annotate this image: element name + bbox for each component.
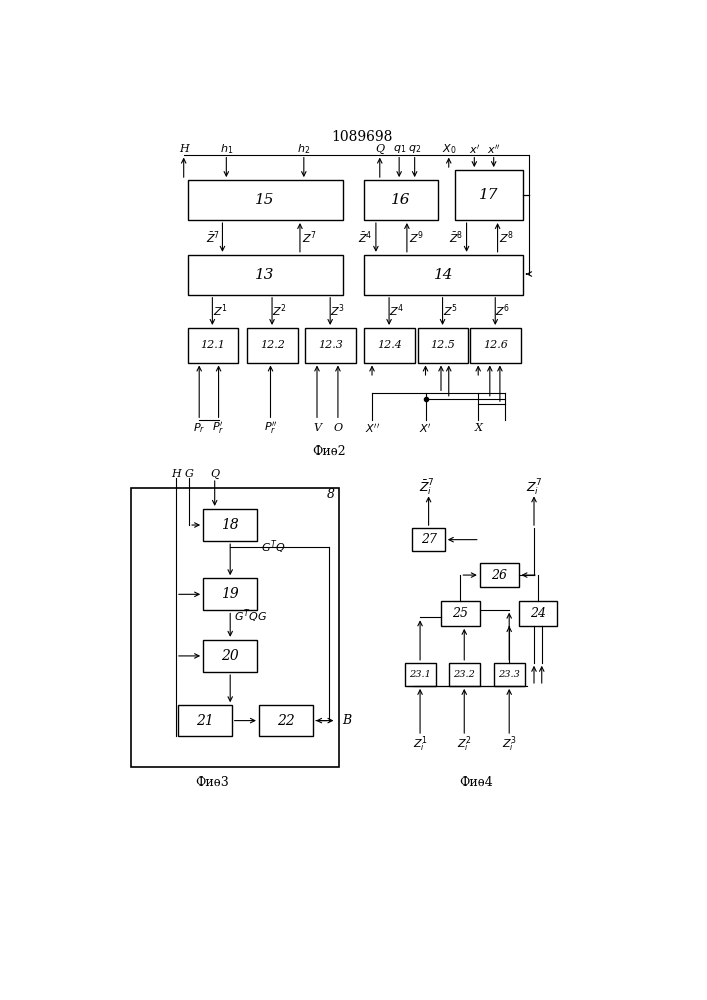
Text: Фиѳ2: Фиѳ2: [312, 445, 346, 458]
Bar: [412, 528, 445, 551]
Text: 1089698: 1089698: [332, 130, 392, 144]
Bar: [449, 663, 480, 686]
Text: H: H: [171, 469, 181, 479]
Text: $\bar{Z}^4$: $\bar{Z}^4$: [358, 230, 373, 246]
Text: $Z^5$: $Z^5$: [443, 303, 457, 319]
Text: 23.2: 23.2: [453, 670, 475, 679]
Text: $X'$: $X'$: [419, 422, 432, 434]
Bar: [259, 705, 313, 736]
Text: $q_2$: $q_2$: [408, 143, 421, 155]
Bar: [470, 328, 521, 363]
Bar: [187, 255, 343, 295]
Text: $Z^9$: $Z^9$: [409, 230, 423, 246]
Text: $Z_i^2$: $Z_i^2$: [457, 734, 472, 754]
Text: 18: 18: [221, 518, 239, 532]
Text: 12.5: 12.5: [431, 340, 455, 350]
Text: 21: 21: [196, 714, 214, 728]
Text: $Z^1$: $Z^1$: [213, 303, 228, 319]
Text: 12.1: 12.1: [200, 340, 226, 350]
Bar: [247, 328, 298, 363]
Text: 13: 13: [255, 268, 275, 282]
Text: 20: 20: [221, 649, 239, 663]
Bar: [364, 255, 523, 295]
Text: $X_0$: $X_0$: [441, 142, 456, 156]
Text: 17: 17: [479, 188, 499, 202]
Text: G: G: [185, 469, 194, 479]
Text: 24: 24: [530, 607, 546, 620]
Text: Фиѳ3: Фиѳ3: [196, 776, 229, 789]
Text: 12.4: 12.4: [377, 340, 402, 350]
Bar: [177, 705, 232, 736]
Text: B: B: [343, 714, 351, 727]
Text: 12.3: 12.3: [318, 340, 343, 350]
Text: 23.3: 23.3: [498, 670, 520, 679]
Text: Q: Q: [375, 144, 385, 154]
Bar: [305, 328, 356, 363]
Text: $h_1$: $h_1$: [220, 142, 233, 156]
Bar: [203, 640, 257, 672]
Text: $Z^8$: $Z^8$: [499, 230, 515, 246]
Text: $P_r'$: $P_r'$: [212, 420, 225, 436]
Bar: [187, 328, 238, 363]
Text: 12.6: 12.6: [483, 340, 508, 350]
Text: $Z_i^7$: $Z_i^7$: [526, 478, 542, 498]
Bar: [418, 328, 468, 363]
Text: $Z_i^3$: $Z_i^3$: [502, 734, 517, 754]
Text: 26: 26: [491, 569, 507, 582]
Text: $h_2$: $h_2$: [297, 142, 310, 156]
Text: X: X: [474, 423, 482, 433]
Bar: [131, 488, 339, 767]
Text: $x'$: $x'$: [469, 143, 480, 156]
Text: $P_r''$: $P_r''$: [264, 420, 277, 436]
Text: Фиѳ4: Фиѳ4: [459, 776, 493, 789]
Text: 22: 22: [277, 714, 295, 728]
Bar: [203, 578, 257, 610]
Text: $G^TQG$: $G^TQG$: [234, 608, 267, 625]
Text: $Z^7$: $Z^7$: [302, 230, 317, 246]
Bar: [364, 180, 438, 220]
Bar: [187, 180, 343, 220]
Bar: [518, 601, 557, 626]
Text: $Z^2$: $Z^2$: [272, 303, 287, 319]
Text: Q: Q: [210, 469, 219, 479]
Text: $P_r$: $P_r$: [193, 421, 205, 435]
Text: 16: 16: [392, 193, 411, 207]
Text: $\bar{Z}^8$: $\bar{Z}^8$: [448, 230, 463, 246]
Text: $\bar{Z}^7$: $\bar{Z}^7$: [206, 230, 221, 246]
Text: O: O: [334, 423, 342, 433]
Text: 8: 8: [327, 488, 335, 501]
Bar: [404, 663, 436, 686]
Text: $q_1$: $q_1$: [392, 143, 406, 155]
Bar: [203, 509, 257, 541]
Bar: [455, 170, 523, 220]
Text: $Z_i^1$: $Z_i^1$: [413, 734, 428, 754]
Text: 25: 25: [452, 607, 468, 620]
Text: $x''$: $x''$: [487, 143, 501, 156]
Text: 27: 27: [421, 533, 437, 546]
Text: V: V: [313, 423, 321, 433]
Bar: [493, 663, 525, 686]
Text: 15: 15: [255, 193, 275, 207]
Text: $X''$: $X''$: [365, 422, 380, 434]
Text: $\bar{Z}_i^7$: $\bar{Z}_i^7$: [419, 478, 435, 498]
Text: $Z^3$: $Z^3$: [330, 303, 346, 319]
Text: H: H: [179, 144, 189, 154]
Text: 23.1: 23.1: [409, 670, 431, 679]
Text: $Z^6$: $Z^6$: [496, 303, 510, 319]
Text: 12.2: 12.2: [260, 340, 285, 350]
Text: 19: 19: [221, 587, 239, 601]
Text: 14: 14: [434, 268, 453, 282]
Text: $Z^4$: $Z^4$: [390, 303, 404, 319]
Text: $G^TQ$: $G^TQ$: [261, 539, 286, 556]
Bar: [364, 328, 414, 363]
Bar: [480, 563, 518, 587]
Bar: [441, 601, 480, 626]
